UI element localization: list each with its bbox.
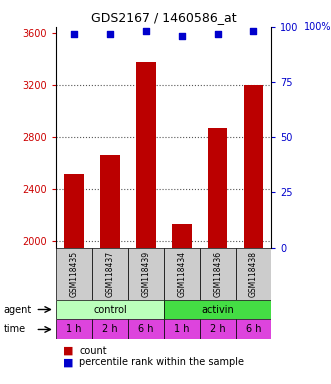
Point — [251, 28, 256, 35]
Text: 1 h: 1 h — [174, 324, 190, 334]
Bar — [56, 319, 92, 339]
Bar — [236, 319, 271, 339]
Bar — [172, 224, 192, 248]
Bar — [128, 319, 164, 339]
Text: agent: agent — [3, 305, 31, 314]
Text: GSM118438: GSM118438 — [249, 251, 258, 296]
Point — [179, 33, 184, 39]
Bar — [164, 319, 200, 339]
Bar — [208, 128, 227, 248]
Bar — [200, 248, 236, 300]
Bar — [92, 248, 128, 300]
Text: GSM118437: GSM118437 — [106, 250, 115, 297]
Text: control: control — [93, 305, 127, 314]
Bar — [236, 248, 271, 300]
Point — [143, 28, 149, 35]
Bar — [200, 319, 236, 339]
Text: 2 h: 2 h — [102, 324, 118, 334]
Bar — [100, 156, 120, 248]
Title: GDS2167 / 1460586_at: GDS2167 / 1460586_at — [91, 11, 237, 24]
Text: count: count — [79, 346, 107, 356]
Text: ■: ■ — [63, 358, 73, 367]
Bar — [56, 300, 164, 319]
Text: GSM118436: GSM118436 — [213, 250, 222, 297]
Text: GSM118434: GSM118434 — [177, 250, 186, 297]
Bar — [244, 85, 263, 248]
Point — [71, 30, 77, 36]
Point — [107, 30, 113, 36]
Text: 2 h: 2 h — [210, 324, 225, 334]
Bar — [92, 319, 128, 339]
Text: 100%: 100% — [304, 22, 331, 32]
Text: time: time — [3, 324, 25, 334]
Text: percentile rank within the sample: percentile rank within the sample — [79, 358, 244, 367]
Bar — [164, 300, 271, 319]
Bar — [164, 248, 200, 300]
Bar — [128, 248, 164, 300]
Bar — [56, 248, 92, 300]
Text: GSM118439: GSM118439 — [141, 250, 150, 297]
Text: 6 h: 6 h — [138, 324, 154, 334]
Bar — [64, 174, 84, 248]
Text: 1 h: 1 h — [67, 324, 82, 334]
Point — [215, 30, 220, 36]
Text: ■: ■ — [63, 346, 73, 356]
Text: GSM118435: GSM118435 — [70, 250, 79, 297]
Text: activin: activin — [201, 305, 234, 314]
Text: 6 h: 6 h — [246, 324, 261, 334]
Bar — [136, 62, 156, 248]
